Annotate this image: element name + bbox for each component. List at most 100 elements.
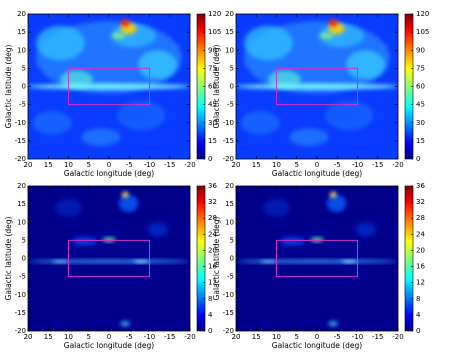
y-tick-label: 5: [22, 64, 26, 72]
colorbar-tick-label: 12: [208, 279, 217, 287]
x-tick-label: 0: [315, 161, 319, 169]
y-tick-label: -20: [15, 327, 26, 335]
y-tick-label: 0: [22, 255, 26, 263]
heatmap-texture: [263, 199, 290, 217]
y-tick-label: -5: [227, 273, 234, 281]
heatmap-texture: [320, 32, 334, 39]
colorbar-tick-label: 75: [416, 64, 425, 72]
x-tick-label: 5: [87, 333, 91, 341]
y-tick-label: -5: [19, 273, 26, 281]
y-tick-label: 15: [225, 200, 234, 208]
y-tick-label: -20: [15, 155, 26, 163]
y-tick-label: 0: [230, 255, 234, 263]
colorbar-tick-label: 75: [208, 64, 217, 72]
y-tick-label: 15: [17, 28, 26, 36]
colorbar-tick-label: 20: [208, 246, 217, 254]
y-tick-label: 0: [230, 83, 234, 91]
colorbar-tick-label: 32: [208, 198, 217, 206]
colorbar-tick-label: 28: [208, 214, 217, 222]
heatmap-texture: [244, 25, 293, 61]
x-tick-label: 0: [107, 333, 111, 341]
x-tick-label: 10: [272, 161, 281, 169]
heatmap-image: [28, 186, 190, 331]
x-tick-label: 15: [252, 333, 261, 341]
x-tick-label: 20: [232, 333, 241, 341]
x-tick-label: -20: [392, 161, 403, 169]
y-tick-label: 20: [225, 182, 234, 190]
y-axis-label: Galactic latitude (deg): [4, 44, 13, 128]
heatmap-texture: [117, 101, 166, 130]
region-box: [68, 67, 150, 106]
colorbar-tick-label: 36: [208, 182, 217, 190]
heatmap-image: [28, 14, 190, 159]
heatmap-texture: [279, 236, 306, 246]
colorbar-tick-label: 0: [416, 155, 420, 163]
colorbar-tick-label: 90: [416, 46, 425, 54]
x-axis-label: Galactic longitude (deg): [272, 341, 363, 350]
y-tick-label: -15: [15, 137, 26, 145]
x-tick-label: -5: [334, 161, 341, 169]
region-box: [276, 239, 358, 278]
y-tick-label: 5: [230, 236, 234, 244]
colorbar-tick-label: 30: [416, 119, 425, 127]
x-tick-label: -5: [126, 333, 133, 341]
y-tick-label: 20: [17, 182, 26, 190]
x-tick-label: -20: [184, 333, 195, 341]
colorbar-tick-label: 4: [416, 311, 421, 319]
y-tick-label: -5: [19, 101, 26, 109]
y-tick-label: 15: [225, 28, 234, 36]
heatmap-texture: [329, 191, 337, 198]
y-tick-label: 0: [22, 83, 26, 91]
heatmap-texture: [138, 50, 178, 80]
y-tick-label: -20: [223, 155, 234, 163]
colorbar-tick-label: 12: [416, 279, 425, 287]
heatmap-texture: [329, 19, 338, 27]
heatmap-texture: [55, 199, 82, 217]
x-tick-label: 5: [295, 161, 299, 169]
heatmap-texture: [36, 25, 85, 61]
heatmap-texture: [326, 194, 347, 213]
y-tick-label: 5: [230, 64, 234, 72]
heatmap-texture: [236, 83, 398, 90]
x-tick-label: -20: [392, 333, 403, 341]
heatmap-texture: [112, 32, 126, 39]
y-tick-label: -15: [15, 309, 26, 317]
x-tick-label: 20: [24, 333, 33, 341]
colorbar-tick-label: 45: [208, 101, 217, 109]
colorbar-tick-label: 120: [416, 10, 429, 18]
colorbar-tick-label: 28: [416, 214, 425, 222]
region-box: [68, 239, 150, 278]
x-tick-label: -5: [126, 161, 133, 169]
colorbar-tick-label: 60: [208, 83, 217, 91]
y-tick-label: 15: [17, 200, 26, 208]
colorbar-tick-label: 0: [208, 155, 212, 163]
heatmap-image: [236, 186, 398, 331]
heatmap-image: [236, 14, 398, 159]
heatmap-texture: [32, 111, 72, 135]
heatmap-texture: [341, 259, 358, 263]
heatmap-texture: [325, 101, 374, 130]
x-tick-label: -15: [164, 161, 175, 169]
y-tick-label: -5: [227, 101, 234, 109]
colorbar-tick-label: 20: [416, 246, 425, 254]
region-box: [276, 67, 358, 106]
heatmap-texture: [133, 259, 150, 263]
x-tick-label: 20: [24, 161, 33, 169]
heatmap-texture: [328, 320, 339, 327]
heatmap-texture: [355, 222, 376, 237]
y-tick-label: -10: [15, 119, 26, 127]
x-tick-label: 15: [44, 161, 53, 169]
heatmap-background: [28, 186, 190, 331]
heatmap-texture: [120, 320, 131, 327]
colorbar-tick-label: 16: [416, 263, 425, 271]
colorbar-tick-label: 45: [416, 101, 425, 109]
colorbar: [196, 185, 206, 332]
y-axis-label: Galactic latitude (deg): [4, 216, 13, 300]
heatmap-texture: [260, 259, 277, 263]
y-tick-label: 10: [225, 46, 234, 54]
x-axis-label: Galactic longitude (deg): [64, 341, 155, 350]
x-tick-label: 5: [295, 333, 299, 341]
x-tick-label: -10: [144, 161, 155, 169]
panel: 20 15 10 5 0 -5 -10 -15 -20 -20 -15 -10 -5 0 5 10 15 20 Ga…: [4, 182, 217, 350]
x-tick-label: -10: [352, 161, 363, 169]
